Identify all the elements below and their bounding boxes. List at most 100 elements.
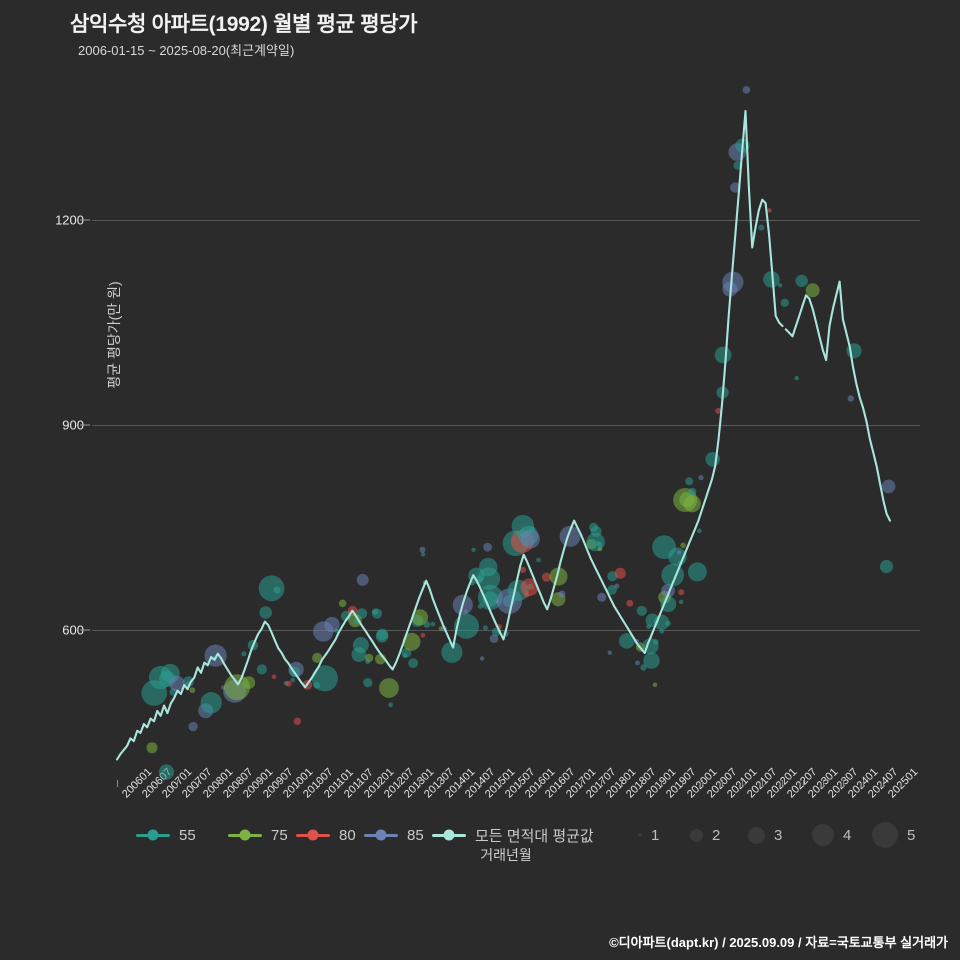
scatter-bubble	[676, 550, 682, 555]
legend-swatch-icon	[228, 829, 262, 841]
scatter-bubble	[420, 633, 426, 638]
size-legend-item-1: 1	[638, 820, 659, 850]
scatter-bubble	[652, 639, 659, 645]
scatter-bubble	[767, 208, 772, 213]
y-axis-tick-mark	[80, 219, 90, 221]
legend-item-모든-면적대-평균값[interactable]: 모든 면적대 평균값	[432, 820, 594, 850]
x-axis-tick-mark	[500, 780, 502, 787]
scatter-bubble	[241, 651, 247, 657]
x-axis-tick-mark	[399, 780, 401, 787]
legend-marker-icon	[375, 829, 387, 841]
scatter-bubble	[705, 452, 720, 467]
x-axis-tick-mark	[278, 780, 280, 787]
scatter-bubble	[189, 687, 196, 694]
size-legend-item-3: 3	[748, 820, 782, 850]
x-axis-tick-mark	[863, 780, 865, 787]
x-axis-tick-mark	[379, 780, 381, 787]
scatter-bubble	[777, 283, 783, 288]
scatter-bubble	[758, 224, 765, 231]
x-axis-tick-mark	[157, 780, 159, 787]
x-axis-tick-mark	[661, 780, 663, 787]
x-axis-tick-mark	[137, 780, 139, 787]
scatter-bubble	[471, 547, 476, 553]
scatter-bubble	[477, 567, 501, 590]
scatter-bubble	[169, 675, 185, 692]
scatter-bubble	[590, 526, 602, 537]
size-legend-item-4: 4	[812, 820, 851, 850]
scatter-bubble	[271, 674, 277, 679]
x-axis-tick-mark	[802, 780, 804, 787]
scatter-bubble	[402, 632, 421, 651]
y-axis-tick-label: 1200	[55, 212, 84, 228]
scatter-bubble	[805, 283, 820, 298]
size-legend-label: 2	[712, 826, 721, 844]
scatter-bubble	[408, 658, 418, 668]
scatter-bubble	[158, 764, 175, 780]
page-subtitle: 2006-01-15 ~ 2025-08-20(최근계약일)	[78, 43, 295, 58]
scatter-bubble	[780, 298, 789, 307]
scatter-bubble	[312, 652, 323, 664]
x-axis-label: 거래년월	[480, 847, 532, 863]
size-legend-label: 3	[774, 826, 783, 844]
scatter-bubble	[530, 526, 536, 532]
scatter-bubble	[597, 592, 607, 602]
scatter-bubble	[338, 599, 347, 608]
scatter-bubble	[402, 653, 408, 659]
scatter-bubble	[879, 559, 894, 574]
y-axis-tick-label: 600	[62, 622, 84, 638]
scatter-bubble	[258, 575, 285, 602]
scatter-bubble	[356, 573, 369, 586]
legend-marker-icon	[239, 829, 251, 841]
scatter-bubble	[477, 584, 503, 610]
scatter-bubble	[659, 629, 664, 634]
legend-label: 85	[407, 826, 424, 844]
scatter-bubble	[881, 479, 896, 494]
y-axis-tick-mark	[80, 424, 90, 426]
scatter-bubble	[541, 572, 552, 582]
legend-item-55[interactable]: 55	[136, 820, 196, 850]
x-axis-tick-mark	[721, 780, 723, 787]
scatter-bubble	[200, 692, 222, 714]
legend-swatch-icon	[432, 829, 466, 841]
scatter-layer	[141, 86, 896, 780]
scatter-bubble	[388, 702, 394, 708]
scatter-bubble	[678, 589, 685, 596]
x-axis-tick-mark	[580, 780, 582, 787]
scatter-bubble	[290, 677, 295, 683]
scatter-bubble	[614, 583, 620, 589]
scatter-bubble	[847, 395, 854, 402]
x-axis-tick-mark	[742, 780, 744, 787]
legend-label: 75	[271, 826, 288, 844]
scatter-bubble	[794, 375, 799, 381]
scatter-bubble	[697, 528, 702, 534]
scatter-bubble	[363, 678, 373, 688]
legend-item-85[interactable]: 85	[364, 820, 424, 850]
scatter-bubble	[795, 274, 808, 288]
legend-item-80[interactable]: 80	[296, 820, 356, 850]
size-legend-circle-icon	[872, 822, 898, 848]
scatter-bubble	[763, 271, 780, 288]
scatter-bubble	[636, 605, 647, 616]
scatter-bubble	[430, 621, 436, 627]
average-line	[784, 280, 892, 522]
x-axis-tick-mark	[358, 780, 360, 787]
scatter-bubble	[520, 578, 539, 597]
x-axis-tick-mark	[762, 780, 764, 787]
size-legend-item-2: 2	[690, 820, 720, 850]
scatter-bubble	[714, 346, 732, 364]
scatter-bubble	[597, 546, 603, 552]
legend-label: 55	[179, 826, 196, 844]
x-axis-tick-mark	[782, 780, 784, 787]
x-axis-tick-mark	[459, 780, 461, 787]
scatter-bubble	[454, 613, 479, 639]
scatter-bubble	[489, 634, 499, 643]
scatter-bubble	[687, 562, 707, 582]
size-legend-circle-icon	[690, 828, 703, 842]
legend-marker-icon	[443, 829, 455, 841]
legend-marker-icon	[307, 829, 319, 841]
scatter-bubble	[419, 546, 426, 553]
legend-item-75[interactable]: 75	[228, 820, 288, 850]
scatter-bubble	[311, 665, 338, 692]
scatter-bubble	[379, 678, 399, 698]
x-axis-tick-mark	[258, 780, 260, 787]
